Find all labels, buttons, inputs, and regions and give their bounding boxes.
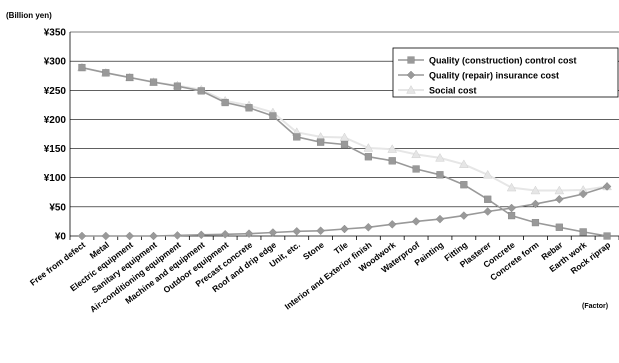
data-point	[387, 144, 398, 153]
data-point	[603, 232, 611, 240]
data-point	[531, 199, 540, 209]
y-tick-label: ¥250	[44, 86, 67, 97]
data-point	[364, 153, 372, 161]
data-point	[196, 230, 206, 240]
x-unit-label: (Factor)	[582, 303, 608, 310]
data-point	[578, 189, 588, 199]
legend-box	[392, 47, 619, 98]
data-point	[507, 203, 516, 213]
data-point	[269, 112, 277, 120]
legend-marker	[407, 56, 415, 64]
data-point	[101, 231, 111, 241]
y-tick-labels: ¥0 ¥50 ¥100 ¥150 ¥200 ¥250 ¥300 ¥350	[44, 28, 67, 243]
y-tick-label: ¥100	[44, 173, 67, 184]
data-point	[411, 149, 421, 159]
series-group	[77, 62, 612, 241]
y-unit-label: (Billion yen)	[6, 11, 52, 20]
data-point	[411, 217, 421, 226]
y-tick-label: ¥0	[55, 232, 67, 243]
data-point	[78, 63, 86, 72]
data-point	[292, 227, 302, 236]
data-point	[244, 229, 254, 238]
data-point	[459, 159, 469, 168]
series-1	[78, 63, 611, 240]
y-tick-label: ¥200	[44, 115, 67, 126]
data-point	[126, 73, 134, 82]
data-point	[197, 87, 205, 95]
data-point	[459, 211, 469, 220]
gridlines	[70, 31, 619, 208]
data-point	[436, 171, 444, 179]
data-point	[125, 231, 134, 241]
data-point	[507, 211, 516, 220]
data-point	[149, 231, 158, 241]
data-point	[387, 220, 397, 229]
legend: Quality (construction) control cost Quali…	[392, 47, 619, 98]
data-point	[483, 207, 493, 216]
data-point	[340, 224, 349, 234]
y-tick-label: ¥350	[44, 28, 67, 39]
data-point	[317, 138, 325, 146]
data-point	[245, 104, 253, 112]
data-point	[531, 218, 540, 227]
data-point	[149, 78, 158, 86]
data-point	[530, 185, 541, 195]
data-point	[363, 143, 374, 152]
data-point	[435, 152, 445, 162]
data-point	[221, 98, 229, 107]
data-point	[506, 182, 517, 192]
y-tick-label: ¥150	[44, 144, 67, 155]
data-point	[340, 140, 349, 149]
x-tick-label: Stone	[301, 239, 326, 261]
data-point	[173, 231, 182, 240]
data-point	[412, 165, 420, 173]
data-point	[555, 223, 563, 231]
data-point	[435, 214, 445, 224]
series-2	[77, 182, 612, 241]
data-point	[316, 226, 325, 236]
y-tick-label: ¥50	[49, 202, 66, 213]
data-point	[173, 82, 182, 90]
legend-label: Quality (repair) insurance cost	[429, 71, 559, 81]
data-point	[268, 228, 278, 237]
data-point	[388, 157, 396, 165]
legend-label: Social cost	[429, 86, 477, 96]
data-point	[602, 182, 612, 191]
data-point	[555, 194, 564, 204]
data-point	[293, 133, 301, 141]
data-point	[579, 228, 587, 236]
legend-marker	[406, 85, 416, 94]
data-point	[484, 195, 492, 203]
data-point	[554, 185, 565, 195]
data-point	[482, 169, 493, 179]
y-tick-label: ¥300	[44, 57, 67, 68]
data-point	[102, 69, 110, 77]
legend-marker	[406, 70, 416, 80]
data-point	[364, 222, 373, 232]
data-point	[460, 181, 468, 189]
legend-label: Quality (construction) control cost	[429, 56, 577, 66]
data-point	[77, 231, 87, 241]
data-point	[220, 229, 230, 239]
